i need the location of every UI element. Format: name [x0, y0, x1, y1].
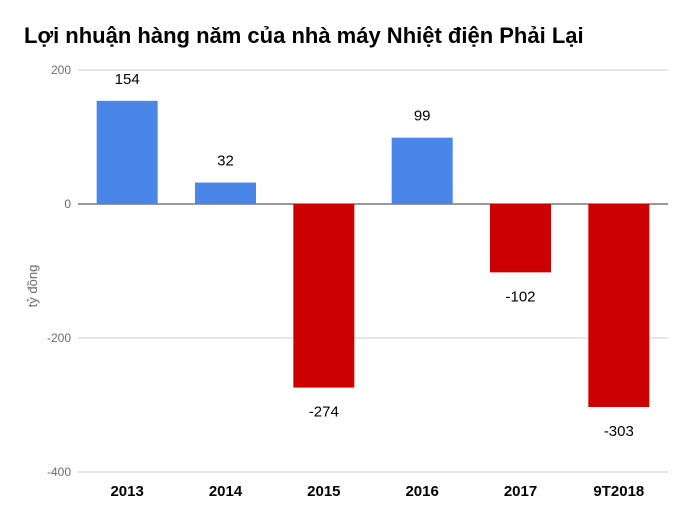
y-tick-label: -400	[47, 465, 71, 479]
bar	[293, 204, 355, 388]
data-label: 154	[115, 71, 140, 88]
data-label: -102	[505, 288, 535, 305]
x-tick-label: 2015	[307, 483, 340, 500]
bar	[490, 204, 551, 273]
data-label: 32	[217, 153, 234, 170]
x-tick-label: 2016	[405, 483, 438, 500]
x-tick-label: 9T2018	[593, 483, 644, 500]
y-tick-label: -200	[47, 331, 71, 345]
x-tick-label: 2014	[209, 483, 243, 500]
data-label: -274	[309, 404, 339, 421]
bar	[96, 100, 158, 204]
y-tick-label: 200	[51, 63, 71, 77]
x-tick-label: 2017	[504, 483, 537, 500]
data-label: -303	[604, 423, 634, 440]
data-label: 99	[414, 108, 431, 125]
bar	[588, 204, 650, 408]
chart-title: Lợi nhuận hàng năm của nhà máy Nhiệt điệ…	[24, 23, 584, 48]
y-tick-label: 0	[64, 197, 71, 211]
bar	[195, 182, 256, 204]
y-axis-label: tỷ đồng	[25, 265, 40, 308]
x-tick-label: 2013	[110, 483, 143, 500]
bar	[391, 137, 453, 204]
